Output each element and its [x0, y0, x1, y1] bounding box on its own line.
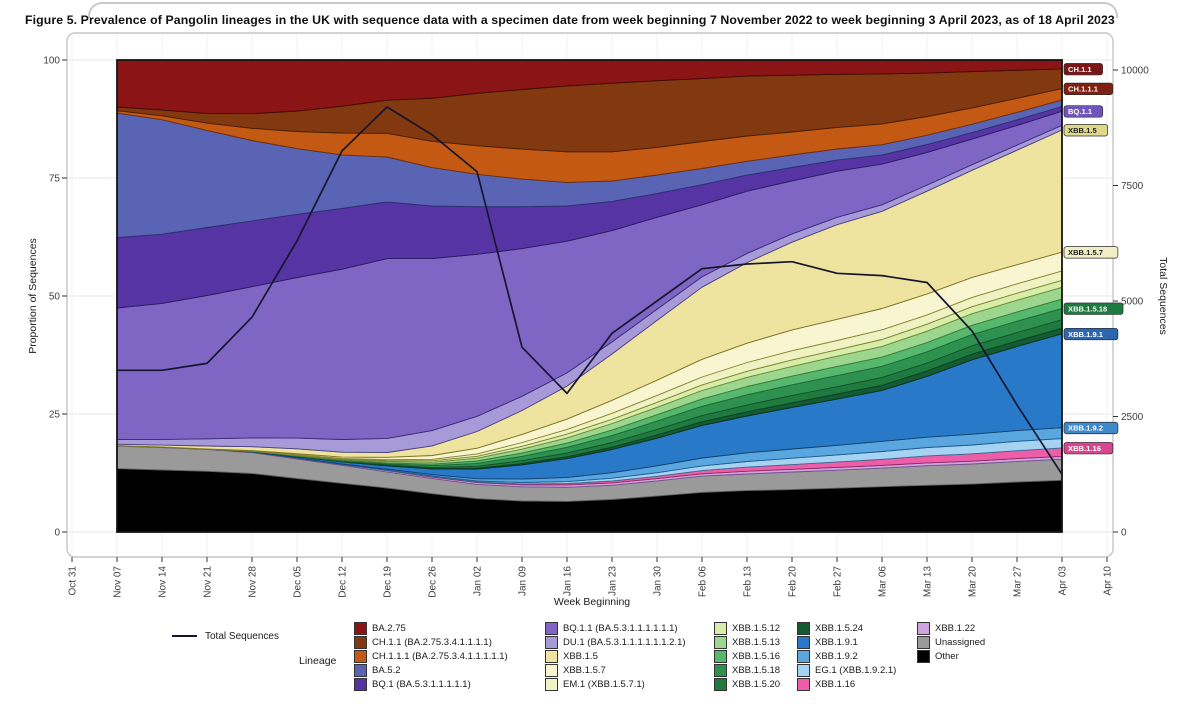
y-left-axis-title: Proportion of Sequences — [27, 238, 39, 354]
x-tick-label: Feb 20 — [788, 566, 799, 598]
x-tick-label: Mar 06 — [878, 566, 889, 598]
y-right-tick-label: 10000 — [1121, 66, 1149, 77]
x-tick-label: Jan 23 — [608, 566, 619, 596]
total-sequences-line — [117, 106, 1063, 475]
x-tick-label: Mar 27 — [1013, 566, 1024, 598]
y-right-tick-label: 0 — [1121, 528, 1127, 539]
x-tick-label: Nov 07 — [113, 566, 124, 598]
x-tick-label: Nov 14 — [158, 566, 169, 598]
y-right-axis-title: Total Sequences — [1157, 257, 1169, 335]
x-tick-label: Jan 09 — [518, 566, 529, 596]
x-tick-label: Nov 28 — [248, 566, 259, 598]
y-right-tick-label: 7500 — [1121, 181, 1144, 192]
x-tick-label: Apr 10 — [1103, 566, 1114, 596]
x-tick-label: Feb 27 — [833, 566, 844, 598]
right-label-XBB.1.5.7: XBB.1.5.7 — [1068, 248, 1103, 257]
x-tick-label: Dec 12 — [338, 566, 349, 598]
right-label-box-XBB.1.5.7 — [1063, 246, 1119, 259]
right-label-XBB.1.16: XBB.1.16 — [1068, 444, 1101, 453]
y-left-tick-label: 100 — [43, 56, 60, 67]
x-tick-label: Jan 16 — [563, 566, 574, 596]
x-tick-label: Mar 13 — [923, 566, 934, 598]
x-tick-label: Nov 21 — [203, 566, 214, 598]
x-tick-label: Oct 31 — [68, 566, 79, 596]
container-top-border — [88, 2, 1118, 18]
data-frame — [116, 59, 1063, 533]
right-label-box-XBB.1.5 — [1063, 124, 1109, 137]
right-label-BQ.1.1: BQ.1.1 — [1068, 107, 1093, 116]
x-tick-label: Jan 02 — [473, 566, 484, 596]
right-label-XBB.1.5: XBB.1.5 — [1068, 126, 1097, 135]
x-tick-label: Feb 13 — [743, 566, 754, 598]
right-label-box-XBB.1.9.2 — [1063, 421, 1119, 435]
right-label-XBB.1.5.18: XBB.1.5.18 — [1068, 304, 1107, 313]
right-label-box-XBB.1.5.18 — [1063, 302, 1124, 315]
y-left-tick-label: 25 — [49, 410, 61, 421]
x-tick-label: Dec 19 — [383, 566, 394, 598]
right-label-box-CH.1.1 — [1063, 63, 1103, 76]
x-tick-label: Dec 05 — [293, 566, 304, 598]
right-label-box-XBB.1.16 — [1063, 442, 1114, 455]
x-tick-label: Mar 20 — [968, 566, 979, 598]
y-left-tick-label: 75 — [49, 174, 61, 185]
x-axis-title: Week Beginning — [554, 596, 630, 608]
x-tick-label: Apr 03 — [1058, 566, 1069, 596]
y-right-tick-label: 2500 — [1121, 412, 1144, 423]
right-label-XBB.1.9.2: XBB.1.9.2 — [1068, 424, 1103, 433]
y-left-tick-label: 50 — [49, 292, 61, 303]
right-label-CH.1.1.1: CH.1.1.1 — [1068, 85, 1099, 94]
right-label-CH.1.1: CH.1.1 — [1068, 65, 1092, 74]
right-label-box-XBB.1.9.1 — [1063, 327, 1119, 341]
right-label-box-CH.1.1.1 — [1063, 82, 1114, 95]
y-right-tick-label: 5000 — [1121, 297, 1144, 308]
x-tick-label: Jan 30 — [653, 566, 664, 596]
figure-title: Figure 5. Prevalence of Pangolin lineage… — [25, 13, 1115, 27]
y-left-tick-label: 0 — [54, 528, 60, 539]
x-tick-label: Feb 06 — [698, 566, 709, 598]
right-label-box-BQ.1.1 — [1063, 105, 1103, 118]
right-label-XBB.1.9.1: XBB.1.9.1 — [1068, 330, 1104, 339]
x-tick-label: Dec 26 — [428, 566, 439, 598]
